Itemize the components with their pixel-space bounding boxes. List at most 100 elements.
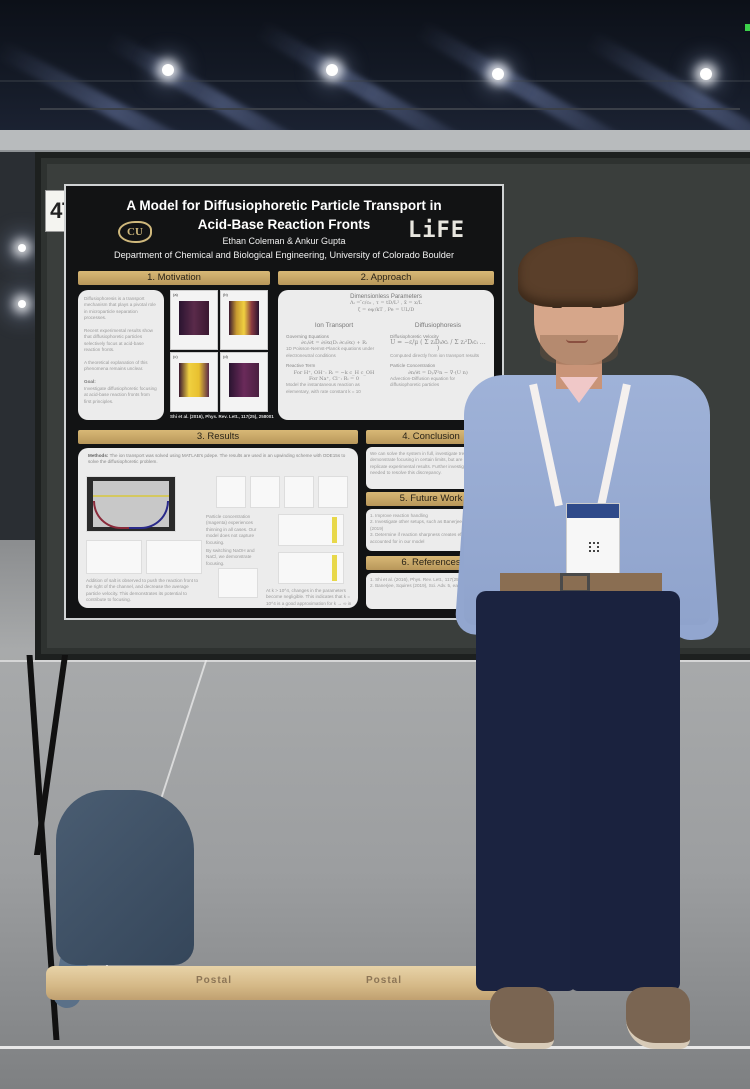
approach-columns: Ion Transport Governing Equations ∂cᵢ/∂t… <box>286 322 486 395</box>
highlight-bar <box>332 555 337 581</box>
ceiling-light <box>18 244 26 252</box>
conclusion-text: We can solve the system in full, investi… <box>370 451 483 476</box>
equation: Λᵢ = ̃c/c₀ , τ = tD/L² , x̃ = x/L <box>350 300 422 307</box>
cu-buffalo-logo: CU <box>118 221 152 243</box>
results-caption: Particle concentration (magenta) experie… <box>206 514 257 545</box>
panel-label: (c) <box>173 354 178 359</box>
equation: U = −ε/μ ( Σ zᵢDᵢ∂cᵢ / Σ zᵢ²Dᵢcᵢ … ) <box>390 339 486 353</box>
backpack <box>56 790 194 965</box>
equation-note: 1D Poisson-Nernst-Planck equations under… <box>286 346 375 358</box>
ceiling-truss <box>0 80 750 82</box>
equation-note: Computed directly from ion transport res… <box>390 352 480 358</box>
badge-header <box>567 504 619 518</box>
reference-item: 2. Banerjee, Squires (2019), Sci. Adv. 5… <box>370 583 473 589</box>
motivation-text-box: Diffusiophoresis is a transport mechanis… <box>78 290 164 420</box>
salt-front-plot <box>86 540 142 574</box>
approach-box: Dimensionless Parameters Λᵢ = ̃c/c₀ , τ … <box>278 290 494 420</box>
results-caption: At k > 10^4, changes in the parameters b… <box>266 588 352 608</box>
tube-label: Postal <box>196 975 233 986</box>
tube-label: Postal <box>366 975 403 986</box>
equation: ∂n/∂t = Dₚ∇²n − ∇·(U n) <box>408 369 468 376</box>
particle-concentration-plot <box>278 552 344 584</box>
future-work-item: 3. Determine if reaction sharpness creat… <box>370 532 479 544</box>
ceiling-light <box>492 68 504 80</box>
panel-label: (d) <box>223 354 228 359</box>
exit-sign <box>745 24 750 31</box>
section-heading-motivation: 1. Motivation <box>78 271 270 285</box>
poster-department: Department of Chemical and Biological En… <box>113 250 455 260</box>
results-plot <box>318 476 348 508</box>
methods-text: Methods: The ion transport was solved us… <box>88 453 348 466</box>
qr-code-icon <box>589 542 599 552</box>
overhead-rail <box>0 130 750 152</box>
motivation-paragraph: Recent experimental results show that di… <box>84 328 153 353</box>
ceiling-light <box>326 64 338 76</box>
ceiling-light <box>18 300 26 308</box>
governing-equations-label: Governing Equations <box>286 333 329 339</box>
salt-velocity-plot <box>146 540 202 574</box>
ceiling-truss <box>40 108 740 110</box>
left-shoe <box>490 987 554 1049</box>
life-logo: LiFE <box>408 218 465 243</box>
left-pant-leg <box>476 591 576 991</box>
right-pant-leg <box>570 591 680 991</box>
heatmap <box>179 363 209 397</box>
methods-description: The ion transport was solved using MATLA… <box>88 453 346 465</box>
poster-title-line-2: Acid-Base Reaction Fronts <box>197 217 371 232</box>
poster-title-line-1: A Model for Diffusiophoretic Particle Tr… <box>126 198 442 213</box>
heatmap <box>179 301 209 335</box>
results-caption: Addition of salt is observed to push the… <box>86 578 199 603</box>
ceiling-light <box>700 68 712 80</box>
back-wall <box>0 152 40 542</box>
figure-panel-d: (d) <box>220 352 268 412</box>
equation: ζ = eψ/kT , Pe = UL/D <box>357 306 415 313</box>
equation-note: Model the instantaneous reaction as elem… <box>286 382 361 394</box>
goal-label: Goal: <box>84 379 96 385</box>
particle-concentration-label: Particle Concentration <box>390 363 436 369</box>
section-heading-results: 3. Results <box>78 430 358 444</box>
motivation-citation: Shi et al. (2016), Phys. Rev. Lett., 117… <box>170 414 274 419</box>
reaction-front-plot <box>86 476 176 532</box>
dimensionless-parameters-heading: Dimensionless Parameters <box>350 294 422 300</box>
heatmap <box>229 363 259 397</box>
motivation-paragraph: Diffusiophoresis is a transport mechanis… <box>84 296 156 321</box>
figure-panel-a: (a) <box>170 290 218 350</box>
poster-authors: Ethan Coleman & Ankur Gupta <box>222 236 346 246</box>
figure-panel-b: (b) <box>220 290 268 350</box>
ion-transport-title: Ion Transport <box>314 322 354 330</box>
belt <box>500 573 662 593</box>
focusing-plot <box>218 568 258 598</box>
name-badge <box>566 503 620 575</box>
particle-concentration-plot <box>278 514 344 546</box>
plot-line <box>93 495 169 497</box>
smile <box>566 339 588 343</box>
belt-buckle <box>560 573 590 593</box>
results-box: Methods: The ion transport was solved us… <box>78 448 358 608</box>
floor-line <box>0 660 750 662</box>
ceiling-light <box>162 64 174 76</box>
right-shoe <box>626 987 690 1049</box>
presenter <box>454 235 720 1075</box>
research-poster: A Model for Diffusiophoretic Particle Tr… <box>64 184 504 620</box>
reference-item: 1. Shi et al. (2016), Phys. Rev. Lett., … <box>370 577 479 582</box>
velocity-label: Diffusiophoretic Velocity <box>390 333 439 339</box>
ion-transport-column: Ion Transport Governing Equations ∂cᵢ/∂t… <box>286 322 382 395</box>
diffusiophoresis-title: Diffusiophoresis <box>414 322 462 330</box>
poster-title: A Model for Diffusiophoretic Particle Tr… <box>66 196 502 234</box>
motivation-paragraph: A theoretical explanation of this phenom… <box>84 360 148 372</box>
results-plot <box>284 476 314 508</box>
results-caption: By switching NaOH and NaCl, we demonstra… <box>206 548 255 566</box>
heatmap <box>229 301 259 335</box>
equation-note: Advection-Diffusion equation for diffusi… <box>390 376 456 388</box>
section-heading-approach: 2. Approach <box>278 271 494 285</box>
equation: For H⁺, OH⁻: Rᵢ = −k c_H c_OH <box>293 369 375 376</box>
results-plot <box>250 476 280 508</box>
floor-line <box>0 1046 750 1049</box>
highlight-bar <box>332 517 337 543</box>
goal-text: Investigate diffusiophoretic focusing at… <box>84 385 157 404</box>
diffusiophoresis-column: Diffusiophoresis Diffusiophoretic Veloci… <box>390 322 486 395</box>
figure-panel-c: (c) <box>170 352 218 412</box>
equation: ∂cᵢ/∂t = ∂/∂x(Dᵢ ∂cᵢ/∂x) + Rᵢ <box>301 340 367 347</box>
reactive-term-label: Reactive Term <box>286 363 316 369</box>
curly-hair <box>518 237 638 307</box>
